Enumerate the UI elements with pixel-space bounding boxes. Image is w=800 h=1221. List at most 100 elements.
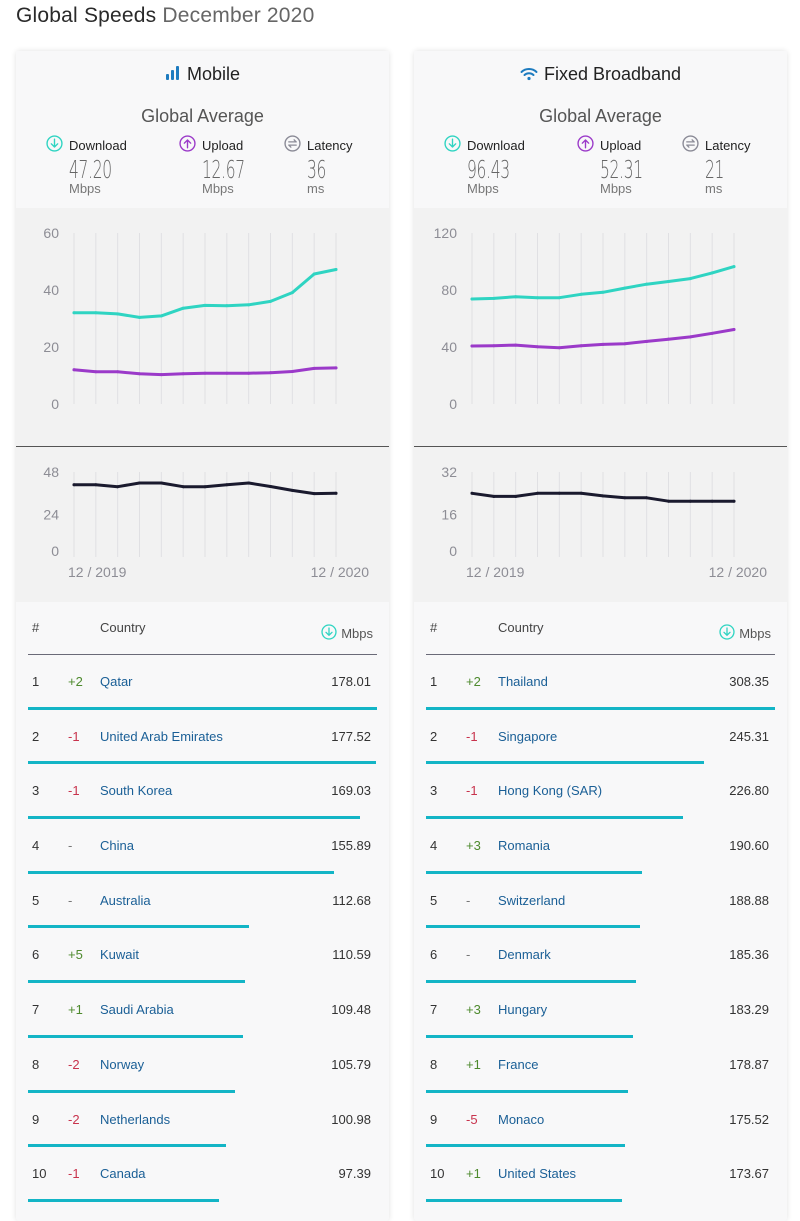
row-country-link[interactable]: United States [498, 1166, 577, 1182]
data-point-upload[interactable] [601, 342, 605, 346]
data-point-latency[interactable] [269, 485, 272, 489]
data-point-upload[interactable] [72, 368, 76, 372]
data-point-download[interactable] [732, 265, 736, 269]
data-point-latency[interactable] [667, 499, 670, 503]
row-country-link[interactable]: Singapore [498, 728, 558, 744]
data-point-latency[interactable] [514, 494, 518, 498]
row-country-link[interactable]: Netherlands [100, 1111, 171, 1127]
data-point-latency[interactable] [181, 485, 185, 489]
row-country-link[interactable]: Kuwait [100, 947, 140, 963]
row-country-link[interactable]: Norway [100, 1056, 145, 1072]
data-point-download[interactable] [334, 267, 338, 271]
header-speed[interactable]: Mbps [719, 624, 771, 643]
data-point-latency[interactable] [601, 494, 605, 498]
data-point-upload[interactable] [470, 344, 474, 348]
data-point-latency[interactable] [159, 481, 163, 485]
data-point-download[interactable] [181, 306, 185, 310]
data-point-download[interactable] [579, 292, 583, 296]
data-point-download[interactable] [667, 279, 670, 283]
data-point-download[interactable] [710, 271, 714, 275]
row-country-link[interactable]: Qatar [100, 674, 133, 689]
data-point-latency[interactable] [492, 494, 496, 498]
data-point-download[interactable] [159, 314, 163, 318]
data-point-upload[interactable] [514, 343, 518, 347]
data-point-download[interactable] [138, 315, 141, 319]
data-point-upload[interactable] [579, 344, 583, 348]
data-point-latency[interactable] [138, 481, 141, 485]
data-point-upload[interactable] [94, 370, 98, 374]
row-country-link[interactable]: Monaco [498, 1111, 545, 1127]
row-country-link[interactable]: Canada [100, 1166, 146, 1182]
data-point-latency[interactable] [579, 491, 583, 495]
data-point-upload[interactable] [159, 373, 163, 377]
data-point-upload[interactable] [203, 371, 207, 375]
data-point-download[interactable] [72, 311, 76, 315]
data-point-download[interactable] [557, 296, 561, 300]
data-point-download[interactable] [247, 303, 251, 307]
data-point-latency[interactable] [247, 481, 251, 485]
data-point-download[interactable] [623, 286, 627, 290]
data-point-upload[interactable] [116, 370, 120, 374]
row-country-link[interactable]: Romania [498, 838, 551, 854]
data-point-download[interactable] [645, 282, 649, 286]
row-country-link[interactable]: France [498, 1056, 539, 1072]
data-point-latency[interactable] [72, 483, 76, 487]
row-country-link[interactable]: Switzerland [498, 892, 566, 908]
data-point-latency[interactable] [536, 491, 539, 495]
data-point-upload[interactable] [688, 335, 692, 339]
data-point-latency[interactable] [623, 496, 627, 500]
data-point-upload[interactable] [492, 344, 496, 348]
row-country-link[interactable]: Hungary [498, 1002, 548, 1018]
data-point-download[interactable] [225, 304, 229, 308]
data-point-latency[interactable] [225, 483, 229, 487]
data-point-upload[interactable] [181, 372, 185, 376]
data-point-upload[interactable] [536, 345, 539, 349]
data-point-download[interactable] [203, 303, 207, 307]
data-point-download[interactable] [312, 272, 316, 276]
data-point-upload[interactable] [710, 331, 714, 335]
data-point-upload[interactable] [138, 372, 141, 376]
data-point-latency[interactable] [688, 499, 692, 503]
data-point-latency[interactable] [312, 492, 316, 496]
data-point-upload[interactable] [225, 371, 229, 375]
data-point-latency[interactable] [732, 499, 736, 503]
data-point-download[interactable] [492, 296, 496, 300]
data-point-latency[interactable] [710, 499, 714, 503]
data-point-upload[interactable] [269, 371, 272, 375]
data-point-download[interactable] [290, 291, 294, 295]
data-point-upload[interactable] [645, 339, 649, 343]
data-point-download[interactable] [601, 290, 605, 294]
data-point-latency[interactable] [290, 488, 294, 492]
header-speed[interactable]: Mbps [321, 624, 373, 643]
row-country-link[interactable]: Saudi Arabia [100, 1002, 174, 1018]
data-point-download[interactable] [470, 297, 474, 301]
data-point-download[interactable] [116, 312, 120, 316]
data-point-upload[interactable] [732, 327, 736, 331]
row-country-link[interactable]: Australia [100, 892, 151, 908]
data-point-latency[interactable] [94, 483, 98, 487]
data-point-download[interactable] [688, 277, 692, 281]
row-country-link[interactable]: Denmark [498, 947, 551, 963]
data-point-download[interactable] [536, 296, 539, 300]
data-point-upload[interactable] [334, 366, 338, 370]
data-point-upload[interactable] [247, 371, 251, 375]
data-point-latency[interactable] [557, 491, 561, 495]
row-country-link[interactable]: Hong Kong (SAR) [498, 783, 603, 799]
row-country-link[interactable]: South Korea [100, 783, 173, 799]
data-point-upload[interactable] [312, 366, 316, 370]
data-point-download[interactable] [94, 311, 98, 315]
row-country-link[interactable]: China [100, 838, 134, 854]
row-country-link[interactable]: United Arab Emirates [100, 728, 223, 744]
data-point-latency[interactable] [203, 485, 207, 489]
data-point-latency[interactable] [470, 491, 474, 495]
data-point-download[interactable] [514, 295, 518, 299]
data-point-upload[interactable] [557, 346, 561, 350]
data-point-upload[interactable] [667, 337, 670, 341]
data-point-upload[interactable] [623, 342, 627, 346]
data-point-latency[interactable] [645, 496, 649, 500]
data-point-latency[interactable] [116, 485, 120, 489]
data-point-upload[interactable] [290, 370, 294, 374]
data-point-download[interactable] [269, 299, 272, 303]
data-point-latency[interactable] [334, 491, 338, 495]
row-country-link[interactable]: Thailand [498, 674, 548, 689]
